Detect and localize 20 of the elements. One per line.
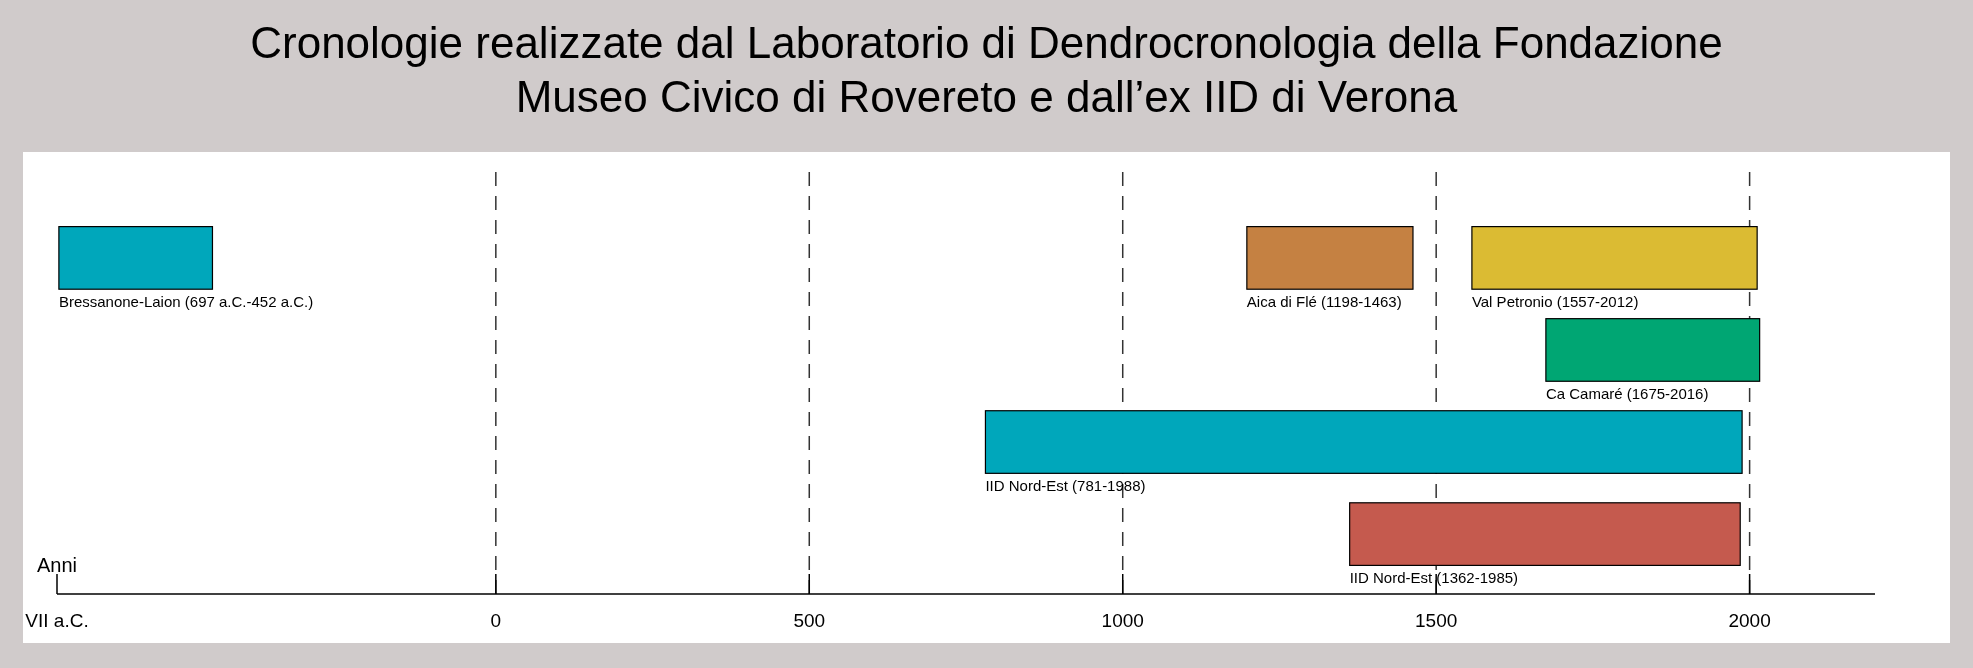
chart-title: Cronologie realizzate dal Laboratorio di Dendrocronologia della Fondazione Museo Civico di Rovereto e dall’ex IID di Verona: [250, 18, 1723, 121]
data-label: IID Nord-Est (781-1988): [985, 477, 1146, 495]
x-tick-label: 1500: [1415, 610, 1458, 631]
data-label: Aica di Flé (1198-1463): [1246, 293, 1402, 311]
x-axis-title: Anni: [37, 554, 78, 576]
x-tick-label: 2000: [1728, 610, 1771, 631]
bar: [984, 410, 1743, 474]
bar: [1545, 318, 1761, 382]
bar: [58, 226, 214, 290]
bar: [1349, 502, 1741, 566]
x-tick-label: 1000: [1101, 610, 1144, 631]
data-label: Ca Camaré (1675-2016): [1545, 385, 1709, 403]
x-tick-label: VII a.C.: [25, 610, 89, 631]
data-label: Val Petronio (1557-2012): [1471, 293, 1639, 311]
data-label: IID Nord-Est (1362-1985): [1349, 569, 1519, 587]
x-tick-label: 500: [793, 610, 826, 631]
data-label: Bressanone-Laion (697 a.C.-452 a.C.): [58, 293, 314, 311]
x-tick-label: 0: [490, 610, 502, 631]
bar: [1471, 226, 1758, 290]
bar: [1246, 226, 1414, 290]
